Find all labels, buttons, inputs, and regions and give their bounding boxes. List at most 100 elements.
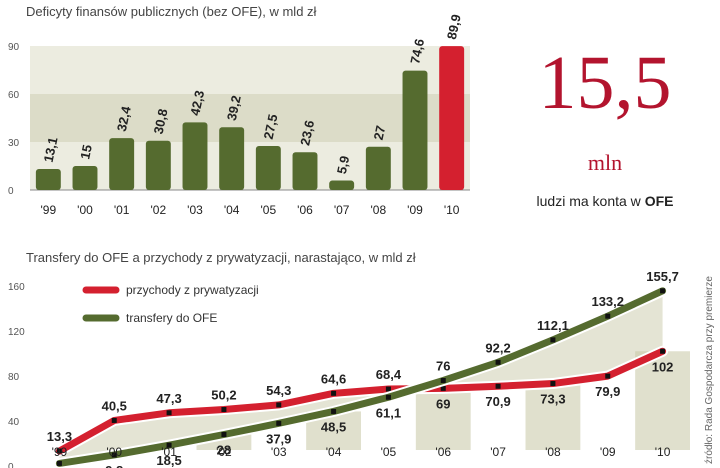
legend-label: transfery do OFE: [126, 311, 217, 325]
data-point: [385, 394, 391, 400]
data-point: [331, 408, 337, 414]
point-value-label: 9,8: [105, 463, 123, 468]
point-value-label: 68,4: [376, 367, 402, 382]
grid-band: [30, 142, 470, 190]
point-value-label: 28: [217, 443, 231, 458]
data-point: [111, 417, 117, 423]
data-point: [166, 410, 172, 416]
bar-value-label: 13,1: [41, 136, 61, 164]
ofe-transfers-line: [55, 287, 667, 467]
point-value-label: 79,9: [595, 384, 620, 399]
data-point: [56, 460, 62, 466]
between-series-band: [59, 290, 663, 464]
bar-value-label: 23,6: [297, 119, 317, 147]
x-tick-label: '06: [297, 203, 313, 217]
data-point: [605, 373, 611, 379]
point-value-label: 61,1: [376, 405, 401, 420]
bar: [402, 70, 428, 190]
bar-value-label: 89,9: [444, 13, 464, 41]
x-tick-label: '01: [114, 203, 130, 217]
highlight-caption-bold: OFE: [645, 193, 674, 209]
y-tick-label: 80: [8, 372, 20, 383]
data-point: [166, 442, 172, 448]
x-tick-label: '02: [216, 445, 232, 459]
data-point: [276, 402, 282, 408]
point-value-label: 40,5: [102, 398, 127, 413]
x-tick-label: '02: [151, 203, 167, 217]
highlight-number: 15,5: [539, 41, 672, 125]
y-tick-label: 40: [8, 417, 20, 428]
highlight-caption: ludzi ma konta w OFE: [537, 193, 674, 209]
highlight-caption-normal: ludzi ma konta w: [537, 193, 645, 209]
bar-value-label: 27,5: [261, 113, 281, 141]
bar-value-label: 39,2: [224, 94, 244, 122]
point-value-label: 69: [436, 396, 450, 411]
deficit-bar-chart: Deficyty finansów publicznych (bez OFE),…: [8, 4, 470, 217]
x-tick-label: '06: [435, 445, 451, 459]
point-value-label: 112,1: [537, 318, 569, 333]
x-tick-label: '05: [381, 445, 397, 459]
bar: [329, 180, 355, 190]
x-tick-label: '01: [161, 445, 177, 459]
x-tick-label: '10: [444, 203, 460, 217]
data-point: [660, 288, 666, 294]
bar-value-label: 30,8: [151, 107, 171, 135]
x-tick-label: '07: [490, 445, 506, 459]
x-tick-label: '04: [326, 445, 342, 459]
x-tick-label: '09: [407, 203, 423, 217]
point-value-label: 47,3: [156, 391, 181, 406]
bar: [35, 169, 61, 190]
ofe-accounts-highlight: 15,5 mln ludzi ma konta w OFE: [537, 41, 674, 209]
point-value-label: 73,3: [540, 392, 565, 407]
bar: [365, 146, 391, 190]
point-value-label: 37,9: [266, 431, 291, 446]
bar: [255, 146, 281, 190]
y-tick-label: 120: [8, 327, 25, 338]
data-point: [385, 386, 391, 392]
grid-band: [30, 46, 470, 94]
x-tick-label: '99: [41, 203, 57, 217]
x-tick-label: '03: [271, 445, 287, 459]
column-band: [525, 383, 581, 450]
data-point: [495, 383, 501, 389]
y-tick-label: 160: [8, 282, 25, 293]
data-point: [111, 452, 117, 458]
point-value-label: 155,7: [646, 269, 679, 284]
x-tick-label: '00: [77, 203, 93, 217]
data-point: [276, 420, 282, 426]
x-tick-label: '04: [224, 203, 240, 217]
point-value-label: 18,5: [156, 453, 181, 468]
data-point: [440, 378, 446, 383]
x-tick-label: '08: [545, 445, 561, 459]
bar: [182, 122, 208, 190]
bar: [219, 127, 245, 190]
point-value-label: 13,3: [47, 429, 72, 444]
point-value-label: 76: [436, 359, 450, 374]
point-value-label: 133,2: [591, 294, 624, 309]
bar-value-label: 32,4: [114, 104, 134, 133]
highlight-unit: mln: [588, 150, 622, 175]
data-point: [221, 432, 227, 437]
y-tick-label: 90: [8, 42, 20, 53]
x-tick-label: '08: [371, 203, 387, 217]
data-point: [440, 385, 446, 391]
point-value-label: 64,6: [321, 371, 346, 386]
legend-label: przychody z prywatyzacji: [126, 283, 259, 297]
bar: [145, 140, 171, 190]
privatization-line: [55, 347, 667, 455]
x-tick-label: '10: [655, 445, 671, 459]
x-tick-label: '05: [261, 203, 277, 217]
transfers-line-chart: Transfery do OFE a przychody z prywatyza…: [8, 250, 690, 468]
bar: [439, 46, 465, 190]
deficit-chart-title: Deficyty finansów publicznych (bez OFE),…: [26, 4, 317, 19]
data-point: [331, 390, 337, 396]
point-value-label: 102: [652, 359, 674, 374]
x-tick-label: '07: [334, 203, 350, 217]
point-value-label: 54,3: [266, 383, 291, 398]
y-tick-label: 60: [8, 90, 20, 101]
bar: [72, 166, 98, 190]
point-value-label: 50,2: [211, 388, 236, 403]
point-value-label: 70,9: [485, 394, 510, 409]
bar-value-label: 5,9: [334, 154, 352, 175]
